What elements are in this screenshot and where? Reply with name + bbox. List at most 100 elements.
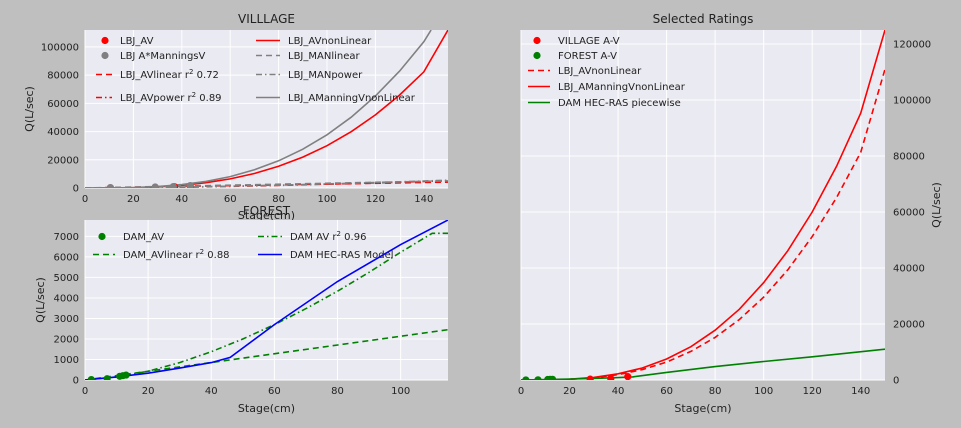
legend-marker [101, 36, 109, 45]
legend-label: DAM_AVlinear r2 0.88 [123, 248, 230, 261]
chart-forest: 0 20 40 60 80 1000100020003000400050006000700… [34, 204, 448, 415]
y-axis-label: Q(L/sec) [930, 182, 943, 228]
series-line [85, 30, 432, 188]
legend-label: LBJ_AVnonLinear [288, 36, 372, 47]
y-tick-label: 60000 [893, 208, 925, 219]
legend-label: VILLAGE A-V [558, 36, 620, 47]
data-point [548, 375, 557, 380]
legend-item: LBJ_AV [101, 36, 154, 47]
legend: VILLAGE A-V FOREST A-V LBJ_AVnonLinear LBJ_… [528, 36, 686, 109]
y-tick-label: 40000 [47, 127, 79, 138]
plot-area [85, 30, 448, 188]
data-point [586, 375, 594, 380]
data-point [169, 182, 177, 188]
x-axis-label: Stage(cm) [238, 402, 295, 415]
legend-label: DAM AV r2 0.96 [290, 230, 366, 243]
y-tick-label: 60000 [47, 99, 79, 110]
data-point [151, 183, 159, 188]
legend-item: DAM AV r2 0.96 [258, 230, 366, 243]
y-tick-label: 100000 [893, 96, 931, 107]
legend-item: DAM HEC-RAS piecewise [528, 98, 681, 109]
x-tick-label: 80 [331, 386, 344, 397]
legend-item: LBJ_AVlinear r2 0.72 [96, 68, 219, 81]
x-tick-label: 140 [414, 194, 433, 205]
chart-village: 0 20 40 60 80 100 120 140 0 20000 40000 60000 80000 1… [23, 12, 448, 222]
legend: LBJ_AV LBJ A*ManningsV LBJ_AVlinear r2 0.7… [96, 36, 416, 104]
y-tick-label: 5000 [54, 273, 79, 284]
y-tick-label: 1000 [54, 355, 79, 366]
series-line [85, 179, 448, 188]
gridlines [84, 220, 448, 381]
series-group [521, 30, 885, 380]
y-tick-label: 7000 [54, 232, 79, 243]
gridlines [520, 30, 885, 381]
y-tick-label: 80000 [893, 152, 925, 163]
series-group [85, 30, 448, 188]
data-point [103, 375, 111, 380]
plot-area [85, 220, 448, 380]
y-axis-label: Q(L/sec) [23, 86, 36, 132]
legend-label: LBJ A*ManningsV [120, 51, 206, 62]
chart-title: FOREST [243, 204, 291, 218]
legend-item: LBJ_AVnonLinear [256, 36, 372, 47]
y-tick-label: 120000 [893, 40, 931, 51]
x-tick-label: 100 [391, 386, 410, 397]
series-group [85, 220, 448, 380]
legend-item: FOREST A-V [533, 51, 617, 62]
x-tick-label: 0 [82, 386, 88, 397]
legend-item: LBJ_MANlinear [256, 51, 361, 62]
x-axis-label: Stage(cm) [674, 402, 731, 415]
series-line [85, 328, 448, 380]
y-tick-label: 0 [73, 184, 79, 195]
legend-item: DAM HEC-RAS Model [258, 250, 394, 261]
data-point [106, 183, 115, 188]
x-tick-label: 0 [518, 386, 524, 397]
series-line [521, 348, 885, 380]
y-tick-label: 20000 [893, 320, 925, 331]
legend-label: LBJ_MANpower [288, 70, 363, 81]
y-tick-label: 100000 [41, 42, 79, 53]
x-tick-label: 20 [127, 194, 140, 205]
plot-area [521, 30, 885, 380]
data-point [522, 376, 530, 380]
y-axis-label: Q(L/sec) [34, 277, 47, 323]
series-line [85, 220, 448, 380]
x-tick-label: 100 [754, 386, 773, 397]
legend-marker [533, 36, 541, 45]
x-tick-label: 20 [563, 386, 576, 397]
y-tick-label: 80000 [47, 71, 79, 82]
legend-label: FOREST A-V [558, 51, 617, 62]
x-tick-label: 140 [851, 386, 870, 397]
y-tick-label: 20000 [47, 155, 79, 166]
chart-title: VILLLAGE [238, 12, 295, 26]
x-tick-label: 40 [205, 386, 218, 397]
x-tick-label: 40 [175, 194, 188, 205]
chart-selected: 0 20 40 60 80 100 120 140 0 20000 40000 60000 80000 1… [518, 12, 943, 415]
y-tick-label: 3000 [54, 314, 79, 325]
legend-label: LBJ_AManningVnonLinear [558, 82, 686, 93]
legend-label: LBJ_MANlinear [288, 51, 361, 62]
legend-label: LBJ_AVnonLinear [558, 66, 642, 77]
legend-marker [101, 51, 109, 60]
y-tick-label: 0 [893, 376, 899, 387]
legend-label: DAM HEC-RAS piecewise [558, 98, 681, 109]
legend-item: LBJ A*ManningsV [101, 51, 206, 62]
y-tick-label: 2000 [54, 334, 79, 345]
data-point [624, 373, 632, 380]
y-tick-label: 0 [73, 376, 79, 387]
y-tick-label: 40000 [893, 264, 925, 275]
x-tick-label: 100 [317, 194, 336, 205]
x-tick-label: 20 [142, 386, 155, 397]
x-tick-label: 80 [272, 194, 285, 205]
data-point [607, 375, 615, 380]
x-tick-label: 80 [709, 386, 722, 397]
legend-item: LBJ_AManningVnonLinear [256, 93, 416, 104]
x-tick-label: 40 [612, 386, 625, 397]
x-tick-label: 60 [660, 386, 673, 397]
y-tick-label: 4000 [54, 293, 79, 304]
legend-label: DAM HEC-RAS Model [290, 250, 394, 261]
data-point [186, 182, 194, 188]
x-tick-label: 120 [803, 386, 822, 397]
legend-marker [533, 51, 541, 60]
